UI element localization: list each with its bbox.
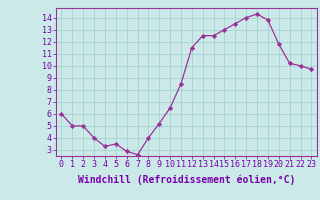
X-axis label: Windchill (Refroidissement éolien,°C): Windchill (Refroidissement éolien,°C) bbox=[78, 175, 295, 185]
